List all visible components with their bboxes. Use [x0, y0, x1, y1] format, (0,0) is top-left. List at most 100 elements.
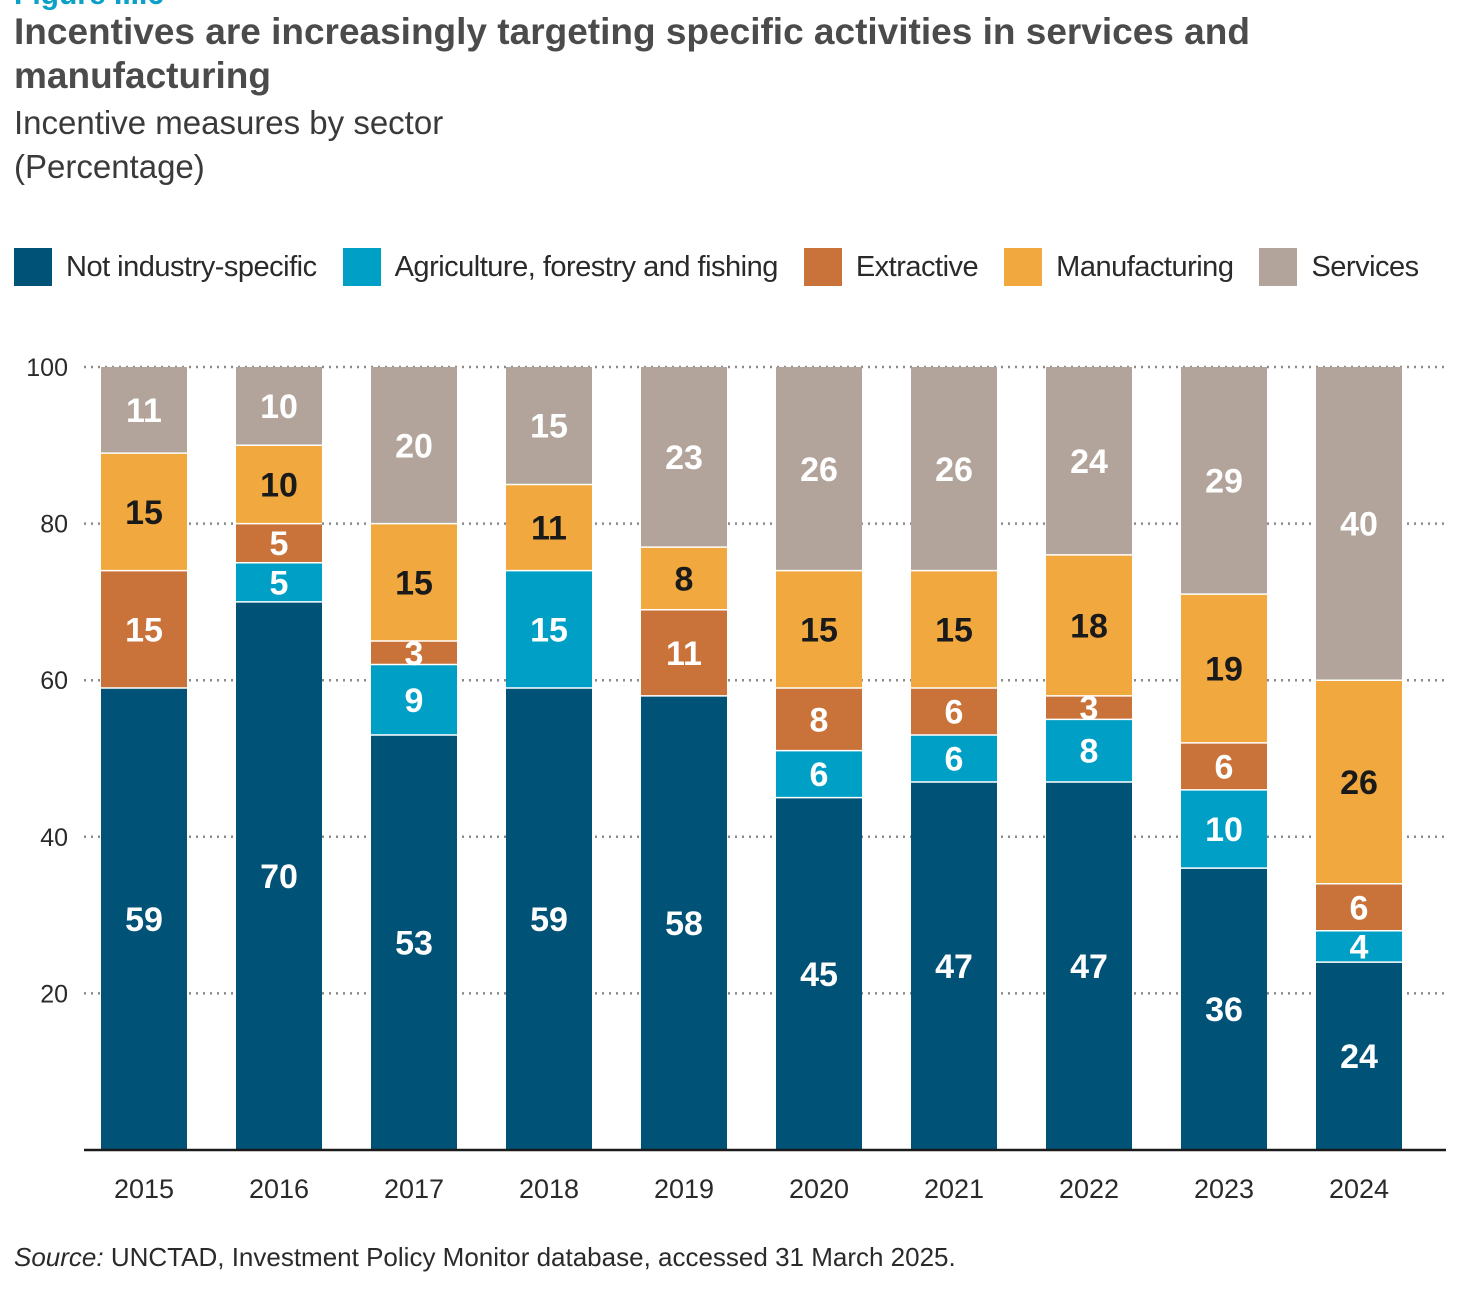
data-label: 15 — [530, 408, 568, 446]
data-label: 20 — [395, 427, 433, 465]
bar-segment — [506, 688, 592, 1150]
x-tick-label: 2018 — [519, 1174, 579, 1204]
bar-segment — [236, 601, 322, 1150]
x-tick-label: 2019 — [654, 1174, 714, 1204]
bar-segment — [911, 735, 997, 782]
bar-segment — [776, 688, 862, 751]
legend-label: Manufacturing — [1056, 250, 1234, 283]
bar-segment — [236, 445, 322, 524]
legend-label: Not industry-specific — [66, 250, 317, 283]
bar-segment — [506, 367, 592, 485]
y-tick-label: 100 — [26, 354, 68, 382]
figure-label: Figure III.6 — [14, 0, 164, 12]
y-tick-label: 40 — [40, 824, 68, 852]
source-note: Source: UNCTAD, Investment Policy Monito… — [14, 1242, 956, 1273]
data-label: 11 — [126, 392, 162, 430]
bar-segment — [101, 367, 187, 454]
bar-segment — [1046, 695, 1132, 720]
bar-segment — [371, 367, 457, 524]
y-tick-label: 80 — [40, 511, 68, 539]
data-label: 47 — [1070, 948, 1108, 986]
bar-segment — [641, 367, 727, 548]
bar-segment — [1181, 742, 1267, 790]
x-tick-label: 2020 — [789, 1174, 849, 1204]
bar-segment — [506, 484, 592, 571]
bar-segment — [236, 367, 322, 446]
legend-swatch — [342, 248, 381, 286]
data-label: 23 — [665, 439, 703, 477]
legend-item-extractive: Extractive — [803, 248, 979, 286]
data-label: 15 — [800, 611, 838, 649]
data-label: 6 — [810, 756, 829, 794]
bar-segment — [371, 523, 457, 642]
bar-segment — [101, 453, 187, 571]
data-label: 26 — [1340, 764, 1378, 802]
data-label: 59 — [530, 901, 568, 939]
bar-segment — [776, 570, 862, 689]
data-label: 26 — [935, 451, 973, 489]
chart-unit: (Percentage) — [14, 148, 205, 185]
data-label: 15 — [125, 494, 163, 532]
data-label: 59 — [125, 901, 163, 939]
bar-segment — [911, 367, 997, 571]
data-label: 15 — [530, 611, 568, 649]
data-label: 24 — [1070, 443, 1108, 481]
legend-item-services: Services — [1259, 248, 1419, 286]
legend-label: Services — [1311, 250, 1419, 283]
data-label: 6 — [945, 741, 964, 779]
bar-segment — [1181, 594, 1267, 743]
data-label: 18 — [1070, 607, 1108, 645]
bar-segment — [236, 523, 322, 563]
data-label: 24 — [1340, 1038, 1378, 1076]
legend-swatch — [803, 248, 842, 286]
data-label: 70 — [260, 858, 298, 896]
bar-segment — [641, 695, 727, 1150]
x-tick-label: 2017 — [384, 1174, 444, 1204]
data-label: 58 — [665, 905, 703, 943]
bar-segment — [1181, 367, 1267, 595]
source-text: UNCTAD, Investment Policy Monitor databa… — [110, 1242, 956, 1272]
legend-item-agriculture: Agriculture, forestry and fishing — [342, 248, 779, 286]
bar-segment — [641, 609, 727, 696]
data-label: 15 — [125, 611, 163, 649]
data-label: 3 — [1080, 690, 1099, 728]
x-tick-label: 2016 — [249, 1174, 309, 1204]
data-label: 15 — [395, 564, 433, 602]
data-label: 3 — [405, 635, 424, 673]
bar-segment — [1046, 781, 1132, 1150]
bar-segment — [776, 367, 862, 571]
bar-segment — [641, 547, 727, 610]
legend: Not industry-specific Agriculture, fores… — [14, 248, 1445, 286]
bar-segment — [776, 797, 862, 1150]
legend-swatch — [14, 248, 52, 286]
legend-label: Extractive — [855, 250, 979, 283]
bar-segment — [1046, 554, 1132, 696]
bar-segment — [371, 664, 457, 736]
bar-segment — [776, 750, 862, 798]
legend-item-manufacturing: Manufacturing — [1004, 248, 1234, 286]
bar-segment — [236, 562, 322, 602]
data-label: 6 — [945, 694, 964, 732]
data-label: 47 — [935, 948, 973, 986]
data-label: 19 — [1205, 650, 1243, 688]
bar-segment — [371, 735, 457, 1150]
stacked-bar-chart: 2040608010059151511201570551010201653931… — [26, 354, 1446, 1204]
data-label: 6 — [1350, 889, 1369, 927]
data-label: 8 — [1080, 733, 1099, 771]
bar-segment — [101, 570, 187, 689]
bar-segment — [1316, 883, 1402, 931]
bar-segment — [911, 688, 997, 736]
data-label: 53 — [395, 925, 433, 963]
bar-segment — [1181, 868, 1267, 1150]
y-tick-label: 60 — [40, 667, 68, 695]
legend-label: Agriculture, forestry and fishing — [394, 250, 779, 283]
x-tick-label: 2021 — [924, 1174, 984, 1204]
bar-segment — [911, 781, 997, 1150]
data-label: 11 — [531, 510, 567, 548]
y-tick-label: 20 — [40, 980, 68, 1008]
legend-item-not-industry-specific: Not industry-specific — [14, 248, 317, 286]
data-label: 11 — [666, 635, 702, 673]
data-label: 8 — [675, 560, 694, 598]
bar-segment — [1316, 367, 1402, 681]
bar-segment — [506, 570, 592, 689]
